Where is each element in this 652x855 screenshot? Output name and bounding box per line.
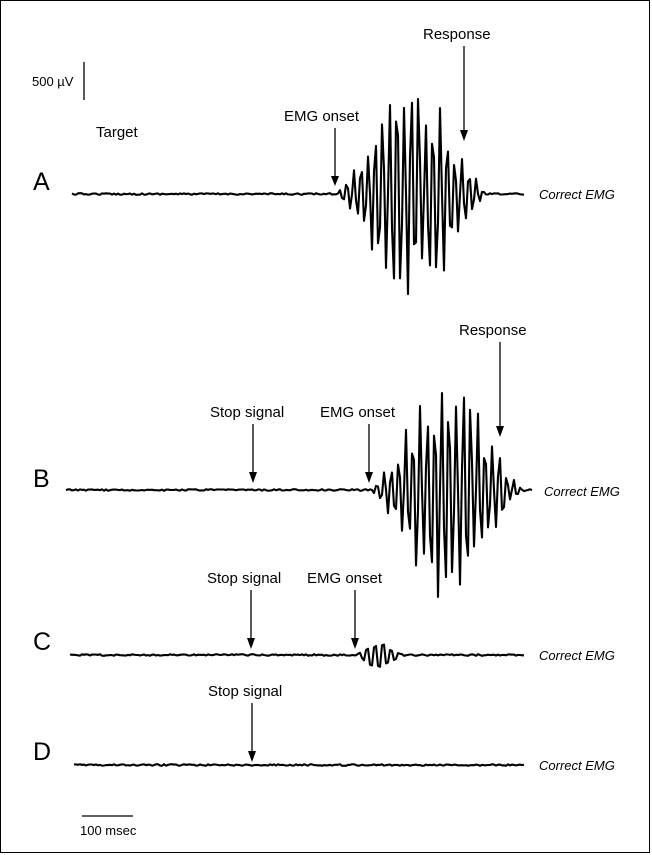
emg-onset-arrowhead-c — [351, 638, 359, 649]
emg-trace-a — [71, 97, 525, 296]
emg-onset-label-b: EMG onset — [320, 404, 396, 421]
trace-label-c: Correct EMG — [539, 648, 615, 663]
panel-label-d: D — [33, 738, 51, 766]
stop-signal-arrowhead-b — [249, 472, 257, 483]
emg-onset-label-a: EMG onset — [284, 108, 360, 125]
stop-signal-arrowhead-c — [247, 638, 255, 649]
panel-label-b: B — [33, 465, 50, 493]
response-arrowhead-b — [496, 426, 504, 437]
emg-onset-arrowhead-a — [331, 176, 339, 186]
response-label-b: Response — [459, 322, 527, 339]
emg-onset-label-c: EMG onset — [307, 570, 383, 587]
emg-trace-d — [74, 763, 525, 767]
response-label-a: Response — [423, 26, 491, 43]
trace-label-d: Correct EMG — [539, 758, 615, 773]
panel-label-c: C — [33, 628, 51, 656]
target-label: Target — [96, 124, 139, 141]
stop-signal-label-d: Stop signal — [208, 683, 282, 700]
response-arrowhead-a — [460, 130, 468, 141]
trace-label-b: Correct EMG — [544, 484, 620, 499]
stop-signal-label-c: Stop signal — [207, 570, 281, 587]
emg-trace-b — [65, 392, 533, 598]
emg-onset-arrowhead-b — [365, 472, 373, 483]
emg-trace-c — [69, 643, 524, 668]
stop-signal-label-b: Stop signal — [210, 404, 284, 421]
trace-label-a: Correct EMG — [539, 187, 615, 202]
stop-signal-arrowhead-d — [248, 751, 256, 762]
time-scale-label: 100 msec — [80, 823, 137, 838]
panel-label-a: A — [33, 168, 50, 196]
voltage-scale-label: 500 µV — [32, 74, 74, 89]
